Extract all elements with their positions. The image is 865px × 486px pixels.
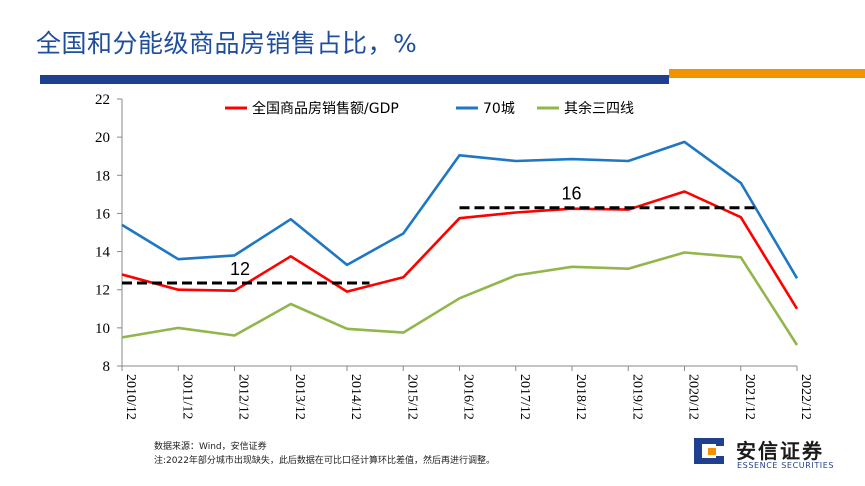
x-tick-label: 2013/12 [292,374,307,420]
brand-logo-icon [694,438,724,464]
y-tick-label: 18 [95,168,110,184]
x-tick-label: 2017/12 [517,374,532,420]
series-line-1 [121,140,799,279]
series-line-0 [121,190,799,310]
y-tick-label: 22 [95,92,110,108]
y-tick-label: 20 [95,130,110,146]
x-tick-label: 2021/12 [742,374,757,420]
title-underline-blue [40,75,669,84]
data-caveat-note: 注:2022年部分城市出现缺失，此后数据在可比口径计算环比差值，然后再进行调整。 [154,456,495,466]
x-tick-label: 2012/12 [236,374,251,420]
x-tick-label: 2015/12 [404,374,419,420]
x-tick-label: 2010/12 [123,374,138,420]
y-tick-label: 16 [95,206,111,222]
x-tick-label: 2011/12 [179,374,194,419]
x-tick-label: 2018/12 [573,374,588,420]
x-tick-label: 2014/12 [348,374,363,420]
x-tick-label: 2022/12 [798,374,813,420]
y-tick-label: 8 [103,359,111,375]
x-tick-label: 2016/12 [461,374,476,420]
y-tick-label: 12 [95,283,110,299]
x-tick-label: 2020/12 [686,374,701,420]
brand-name-en: ESSENCE SECURITIES [737,461,835,470]
legend-label-2: 其余三四线 [564,100,634,117]
average-label-1: 16 [562,184,582,204]
data-source-note: 数据来源：Wind，安信证券 [154,442,267,452]
x-tick-label: 2019/12 [629,374,644,420]
brand-name-cn: 安信证券 [736,439,824,463]
slide-title: 全国和分能级商品房销售占比，% [36,29,418,58]
average-label-0: 12 [230,259,250,279]
legend-label-0: 全国商品房销售额/GDP [252,100,399,117]
legend-label-1: 70城 [483,101,515,117]
title-underline-orange [669,69,865,78]
y-tick-label: 10 [95,321,110,337]
series-line-2 [121,251,799,346]
y-tick-label: 14 [95,245,111,261]
